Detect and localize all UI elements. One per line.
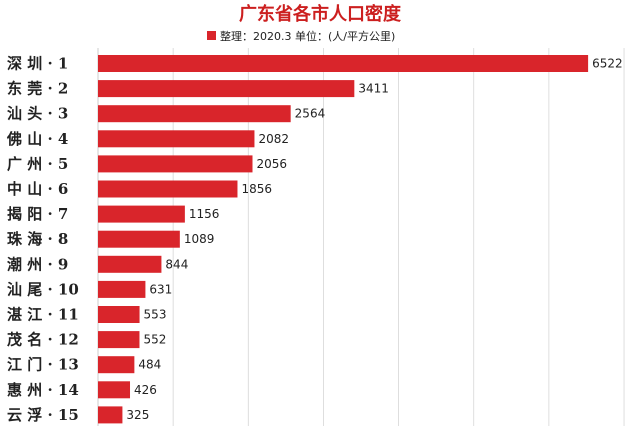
- bar: [98, 255, 162, 273]
- bar-value-label: 1089: [184, 232, 215, 246]
- category-label: 东 莞 · 2: [7, 80, 68, 98]
- category-label: 潮 州 · 9: [7, 255, 68, 273]
- bar: [98, 205, 185, 223]
- bar-value-label: 325: [126, 408, 149, 422]
- bar: [98, 306, 140, 323]
- bar: [98, 130, 255, 148]
- legend-swatch: [207, 31, 216, 40]
- bar: [98, 331, 140, 349]
- bar: [98, 406, 123, 424]
- bar-value-label: 2564: [295, 107, 326, 121]
- bar: [98, 381, 131, 399]
- bar: [98, 55, 589, 72]
- category-label: 江 门 · 13: [7, 356, 79, 374]
- bar: [98, 80, 355, 98]
- bar-value-label: 552: [143, 333, 166, 347]
- category-label: 佛 山 · 4: [6, 130, 68, 148]
- bars: [98, 55, 589, 424]
- category-label: 深 圳 · 1: [7, 55, 68, 73]
- bar-value-label: 3411: [358, 82, 389, 96]
- bar: [98, 356, 135, 374]
- bar-value-label: 631: [149, 282, 172, 296]
- category-label: 珠 海 · 8: [7, 230, 68, 248]
- category-label: 茂 名 · 12: [7, 331, 79, 349]
- bar-value-label: 2082: [258, 132, 289, 146]
- category-label: 云 浮 · 15: [7, 406, 79, 424]
- legend-label: 整理：2020.3 单位：(人/平方公里): [220, 29, 395, 43]
- category-label: 汕 尾 · 10: [7, 280, 79, 298]
- chart-title: 广东省各市人口密度: [239, 3, 402, 25]
- bar: [98, 105, 291, 123]
- bar: [98, 280, 146, 298]
- category-labels: 深 圳 · 1 东 莞 · 2 汕 头 · 3 佛 山 · 4 广 州 · 5 中 山 ·…: [6, 55, 79, 424]
- bar-value-label: 484: [138, 358, 161, 372]
- bar-value-label: 2056: [257, 157, 288, 171]
- category-label: 惠 州 · 14: [7, 381, 79, 399]
- bar-value-label: 844: [165, 257, 188, 271]
- value-labels: 6522 3411 2564 2082 2056 1856 1156 1089 844 631 55…: [126, 57, 622, 422]
- bar: [98, 230, 180, 248]
- category-label: 湛 江 · 11: [7, 306, 79, 324]
- bar-value-label: 1156: [189, 207, 220, 221]
- bar: [98, 155, 253, 173]
- bar: [98, 180, 238, 198]
- bar-value-label: 6522: [592, 57, 623, 71]
- bar-value-label: 426: [134, 383, 157, 397]
- bar-value-label: 553: [144, 308, 167, 322]
- category-label: 汕 头 · 3: [7, 105, 68, 123]
- bar-value-label: 1856: [241, 182, 272, 196]
- category-label: 揭 阳 · 7: [7, 205, 68, 223]
- category-label: 中 山 · 6: [7, 180, 68, 198]
- category-label: 广 州 · 5: [7, 155, 68, 173]
